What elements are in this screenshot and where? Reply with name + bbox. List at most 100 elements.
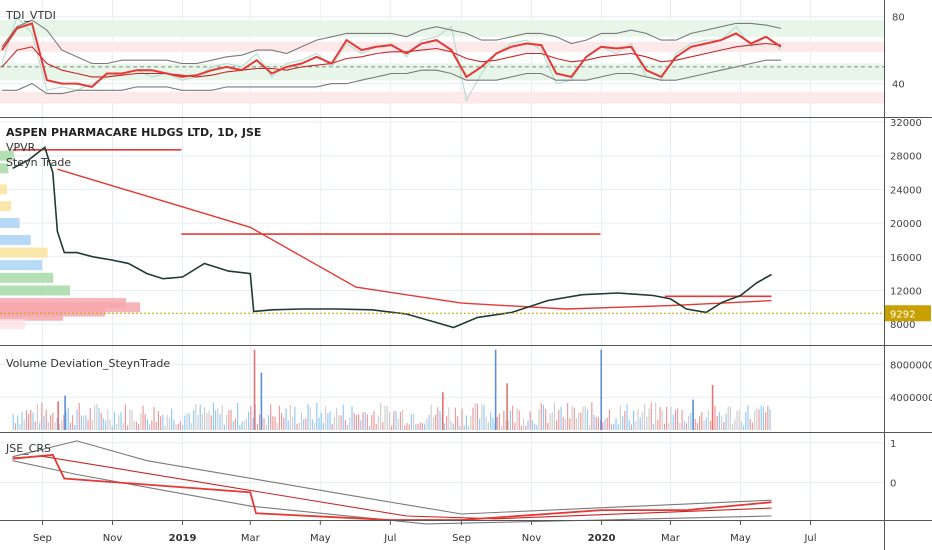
volume-bar — [701, 411, 703, 430]
volume-bar — [100, 412, 102, 430]
volume-bar — [210, 415, 212, 430]
volume-bar — [463, 425, 465, 430]
volume-bar — [267, 415, 270, 430]
volume-bar — [109, 419, 111, 430]
volume-bar — [32, 412, 34, 430]
volume-bar — [311, 419, 314, 430]
volume-bar — [655, 402, 657, 430]
volume-bar — [591, 402, 593, 430]
volume-bar — [694, 418, 696, 430]
volume-bar — [107, 409, 109, 430]
tdi-tick-label: 40 — [892, 80, 905, 91]
price-tick-label: 12000 — [890, 286, 922, 297]
volume-bar — [393, 411, 395, 430]
volume-bar — [705, 417, 707, 430]
time-axis[interactable]: Sep Nov 2019 Mar May Jul Sep Nov 2020 Mar May Jul — [33, 520, 817, 544]
volume-bar — [611, 424, 613, 430]
volume-bar — [252, 417, 254, 430]
volume-bar — [628, 420, 630, 430]
volume-bar — [89, 408, 91, 430]
volume-bar — [501, 425, 503, 430]
volume-bar — [14, 423, 17, 430]
volume-bar — [278, 405, 281, 430]
volume-bar — [485, 416, 487, 430]
volume-bar — [578, 412, 580, 430]
volume-spike-bar — [494, 349, 497, 430]
volume-bar — [124, 404, 127, 430]
volume-bar — [410, 414, 413, 430]
volume-bar — [285, 408, 287, 430]
volume-bar — [476, 403, 479, 430]
volume-bar — [122, 422, 124, 430]
volume-bar — [716, 415, 718, 430]
volume-bar — [272, 416, 274, 430]
volume-bar — [333, 416, 336, 430]
volume-bar — [329, 411, 331, 430]
volume-bar — [309, 407, 311, 430]
volume-bar — [406, 423, 408, 430]
volume-bar — [72, 415, 74, 430]
volume-bar — [199, 404, 201, 430]
volume-bar — [47, 421, 50, 430]
crs-tick-label: 1 — [890, 439, 896, 450]
volume-bar — [619, 405, 622, 430]
volume-bar — [263, 418, 265, 430]
volume-bar — [547, 422, 549, 430]
price-tick-label: 24000 — [890, 185, 922, 196]
volume-bar — [287, 420, 289, 430]
price-tick-label: 20000 — [890, 219, 922, 230]
volume-bar — [366, 414, 369, 430]
vpvr-bar — [0, 150, 14, 161]
volume-bar — [679, 422, 681, 430]
volume-bar — [160, 416, 162, 430]
volume-bar — [85, 415, 87, 430]
volume-bar — [419, 422, 421, 430]
volume-bar — [182, 425, 184, 430]
volume-bar — [395, 410, 397, 430]
time-tick-label: Mar — [661, 533, 681, 544]
vpvr-bar — [0, 260, 42, 271]
volume-bar — [63, 414, 65, 430]
volume-bar — [23, 419, 25, 430]
volume-bar — [732, 423, 734, 430]
volume-bar — [375, 423, 377, 430]
volume-bar — [36, 403, 39, 430]
volume-bar — [538, 409, 540, 430]
volume-bar — [135, 421, 138, 430]
volume-bar — [58, 424, 61, 430]
vpvr-bar — [0, 310, 63, 321]
vpvr-bar — [0, 319, 26, 330]
volume-spike-bar — [57, 401, 60, 430]
volume-bar — [723, 421, 725, 430]
volume-bar — [553, 402, 556, 430]
volume-bar — [580, 412, 582, 430]
volume-bar — [87, 419, 89, 430]
volume-bar — [626, 404, 628, 430]
volume-bar — [54, 422, 56, 430]
volume-bar — [377, 415, 380, 430]
volume-bar — [127, 425, 129, 430]
price-axis[interactable]: 40 80 8000 12000 16000 20000 24000 28000 32000 92… — [885, 13, 932, 490]
volume-bar — [239, 425, 241, 430]
vpvr-bar — [0, 272, 54, 283]
volume-bar — [43, 415, 45, 430]
volume-bar — [703, 420, 705, 430]
volume-bar — [96, 403, 98, 430]
volume-bar — [327, 413, 329, 430]
volume-bar — [300, 411, 303, 430]
volume-bar — [523, 418, 525, 430]
volume-bar — [322, 423, 325, 430]
last-price-label: 9292 — [890, 309, 915, 320]
volume-bar — [747, 405, 749, 430]
volume-bar — [391, 425, 393, 430]
crs-series-line — [12, 453, 772, 521]
time-tick-label: Nov — [103, 533, 123, 544]
volume-bar — [558, 409, 560, 430]
volume-bar — [446, 415, 448, 430]
volume-bar — [397, 418, 399, 430]
volume-bar — [380, 402, 382, 430]
volume-bar — [221, 404, 223, 430]
volume-bar — [364, 411, 366, 430]
volume-bar — [448, 407, 450, 430]
volume-bar — [39, 423, 41, 430]
